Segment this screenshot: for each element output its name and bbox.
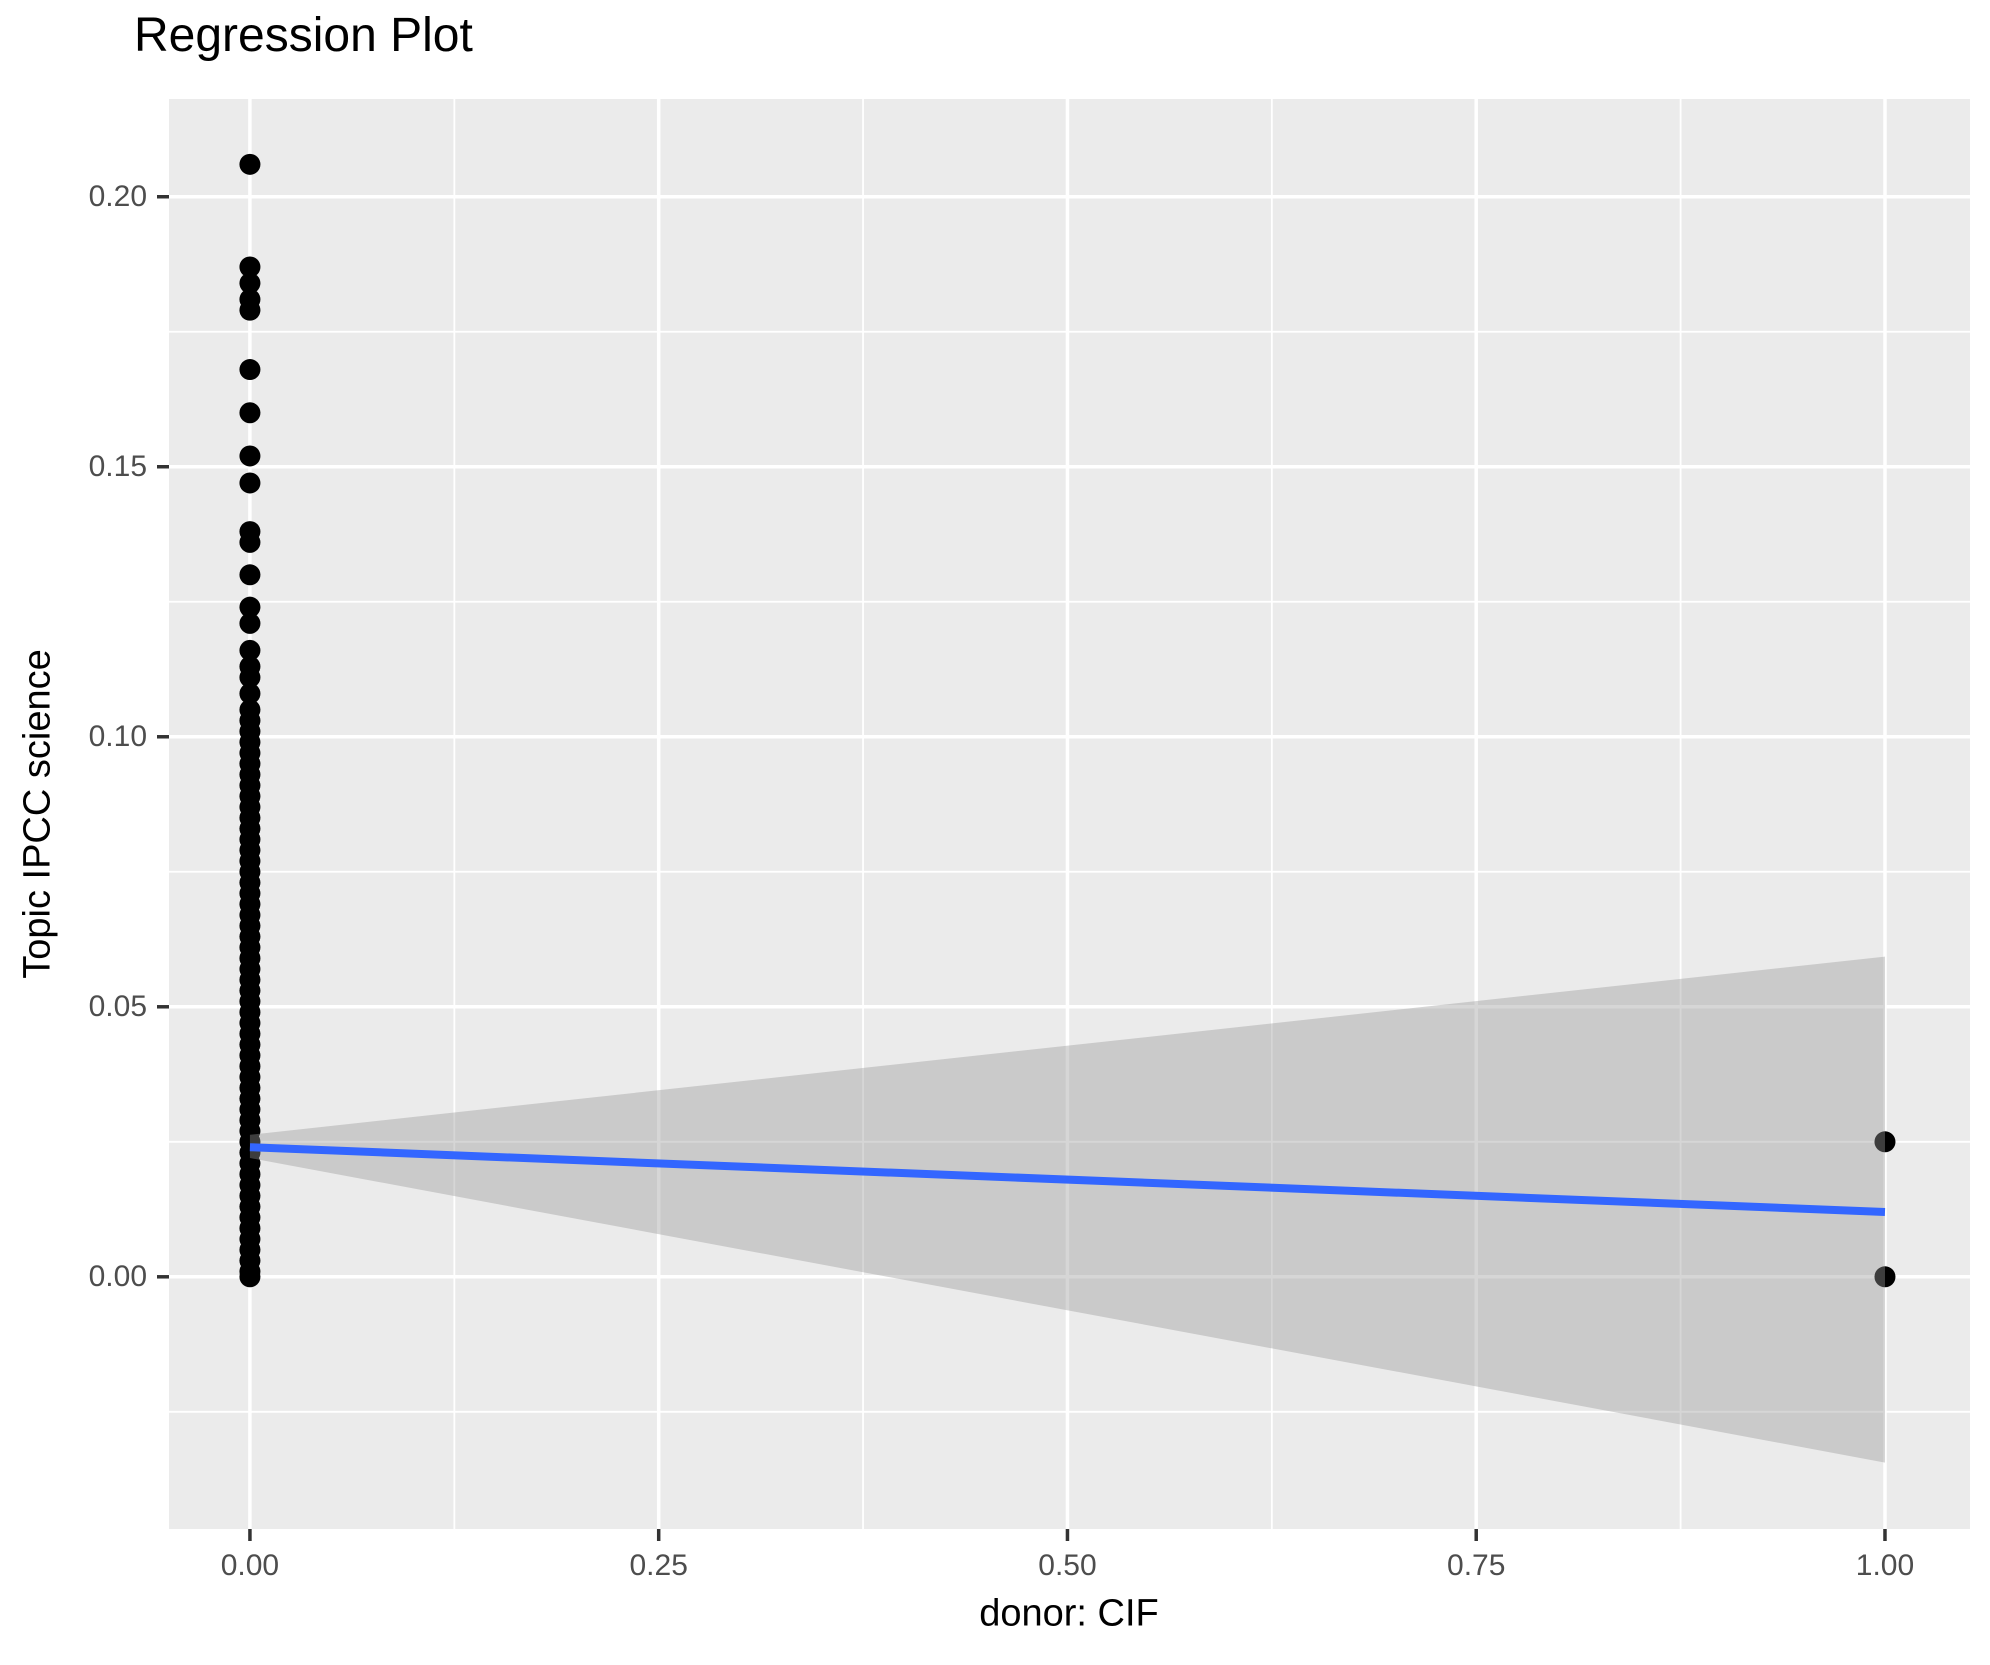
x-tick-label: 0.00	[220, 1549, 280, 1582]
y-tick-label: 0.10	[88, 719, 147, 753]
data-point	[239, 272, 261, 294]
x-tick-label: 0.75	[1447, 1549, 1506, 1582]
y-tick-label: 0.00	[88, 1259, 147, 1293]
x-tick-label: 0.50	[1038, 1549, 1097, 1582]
y-axis-title: Topic IPCC science	[16, 649, 59, 979]
data-point	[239, 666, 261, 688]
data-point	[239, 402, 261, 424]
data-point	[239, 639, 261, 661]
data-point	[239, 445, 261, 467]
panel-background	[169, 99, 1970, 1529]
y-tick-label: 0.20	[88, 179, 147, 213]
data-point	[239, 153, 261, 175]
data-point	[1874, 1266, 1896, 1288]
data-point	[239, 359, 261, 381]
data-point	[239, 299, 261, 321]
x-tick-label: 0.25	[629, 1549, 688, 1582]
data-point	[239, 256, 261, 278]
data-point	[239, 612, 261, 634]
data-point	[239, 531, 261, 553]
data-point	[239, 1266, 261, 1288]
data-point	[239, 564, 261, 586]
y-tick-label: 0.05	[88, 989, 147, 1023]
plot-title: Regression Plot	[134, 9, 473, 62]
confidence-band	[249, 956, 1885, 1463]
data-point	[239, 472, 261, 494]
data-point	[239, 596, 261, 618]
x-axis-title: donor: CIF	[979, 1592, 1159, 1635]
data-point	[239, 683, 261, 705]
regression-line	[249, 1143, 1886, 1216]
data-point	[1874, 1131, 1896, 1153]
x-tick-label: 1.00	[1855, 1549, 1915, 1582]
y-tick-label: 0.15	[88, 449, 147, 483]
